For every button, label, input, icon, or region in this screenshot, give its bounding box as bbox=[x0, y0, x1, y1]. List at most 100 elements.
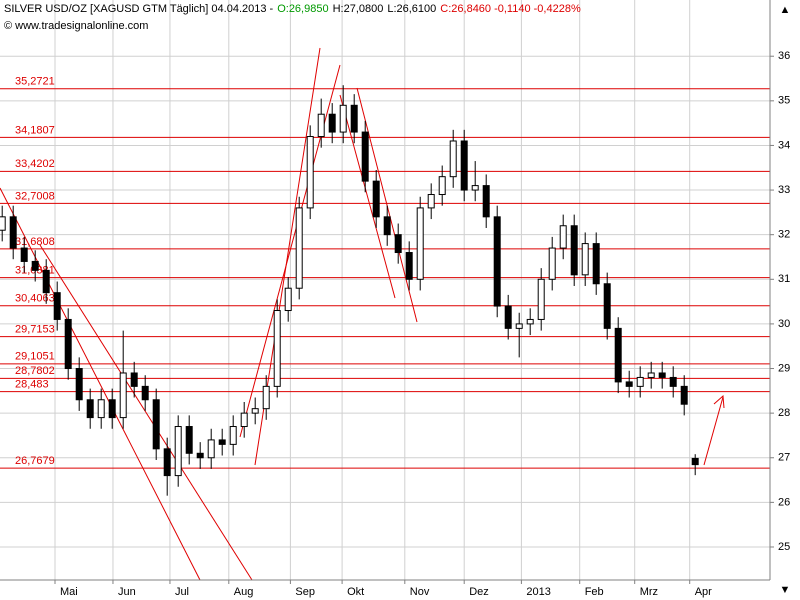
x-tick-label: Jun bbox=[118, 586, 136, 598]
candle-body bbox=[42, 269, 50, 294]
level-label: 30,4063 bbox=[15, 293, 55, 305]
trend-line bbox=[339, 94, 396, 299]
candle-body bbox=[251, 408, 259, 414]
scroll-down[interactable]: ▼ bbox=[780, 584, 791, 596]
level-label: 35,2721 bbox=[15, 76, 55, 88]
candle-body bbox=[669, 376, 677, 387]
candle-body bbox=[317, 113, 325, 138]
candle-body bbox=[9, 216, 17, 249]
candle-body bbox=[449, 140, 457, 178]
watermark: © www.tradesignalonline.com bbox=[4, 20, 148, 32]
candle-body bbox=[207, 439, 215, 459]
level-label: 28,483 bbox=[15, 378, 49, 390]
candle-body bbox=[108, 399, 116, 419]
candle-body bbox=[240, 412, 248, 428]
trend-line bbox=[0, 187, 201, 581]
trend-line bbox=[356, 87, 418, 323]
candles bbox=[0, 85, 699, 496]
y-tick-label: 34 bbox=[778, 139, 790, 151]
y-tick-label: 28 bbox=[778, 407, 790, 419]
candle-body bbox=[97, 399, 105, 419]
candle-body bbox=[636, 376, 644, 387]
candle-body bbox=[262, 385, 270, 410]
y-tick-label: 36 bbox=[778, 50, 790, 62]
x-tick-label: Okt bbox=[347, 586, 364, 598]
y-tick-label: 33 bbox=[778, 184, 790, 196]
candle-body bbox=[64, 318, 72, 370]
x-tick-label: Mrz bbox=[640, 586, 658, 598]
trend-line bbox=[39, 244, 253, 581]
candle-body bbox=[295, 207, 303, 289]
x-tick-label: Sep bbox=[295, 586, 315, 598]
level-label: 31,6808 bbox=[15, 236, 55, 248]
candle-body bbox=[460, 140, 468, 191]
candle-body bbox=[504, 305, 512, 329]
candle-body bbox=[218, 439, 226, 445]
candle-body bbox=[273, 310, 281, 387]
candle-body bbox=[306, 136, 314, 209]
candle-body bbox=[581, 243, 589, 276]
level-label: 26,7679 bbox=[15, 455, 55, 467]
candle-body bbox=[493, 216, 501, 307]
y-tick-label: 31 bbox=[778, 273, 790, 285]
candle-body bbox=[0, 216, 6, 231]
x-tick-label: Nov bbox=[410, 586, 430, 598]
candle-body bbox=[427, 194, 435, 209]
x-tick-label: Mai bbox=[60, 586, 78, 598]
axis-labels: 25 26 27 28 29 30 31 32 33 34 35 36 Mai Jun Jul Aug Sep O… bbox=[54, 50, 790, 598]
candle-body bbox=[75, 368, 83, 401]
x-tick-label: Jul bbox=[175, 586, 189, 598]
candle-body bbox=[350, 104, 358, 133]
header: SILVER USD/OZ [XAGUSD GTM Täglich] 04.04… bbox=[4, 3, 581, 15]
level-label: 28,7802 bbox=[15, 365, 55, 377]
candle-body bbox=[229, 426, 237, 445]
candle-body bbox=[119, 372, 127, 419]
y-tick-label: 26 bbox=[778, 496, 790, 508]
candle-body bbox=[625, 381, 633, 387]
candle-body bbox=[416, 207, 424, 280]
x-tick-label: Aug bbox=[234, 586, 254, 598]
y-tick-label: 29 bbox=[778, 362, 790, 374]
candle-body bbox=[614, 327, 622, 383]
candle-body bbox=[570, 225, 578, 276]
scroll-up[interactable]: ▲ bbox=[780, 4, 791, 16]
header-part: C:26,8460 -0,1140 -0,4228% bbox=[440, 3, 581, 15]
candle-body bbox=[680, 385, 688, 405]
candle-body bbox=[537, 278, 545, 320]
candle-body bbox=[405, 252, 413, 280]
candle-body bbox=[361, 131, 369, 182]
candle-body bbox=[471, 185, 479, 191]
candle-body bbox=[372, 180, 380, 218]
level-label: 32,7008 bbox=[15, 190, 55, 202]
candle-body bbox=[647, 372, 655, 378]
candle-body bbox=[86, 399, 94, 419]
x-tick-label: 2013 bbox=[526, 586, 550, 598]
candle-body bbox=[53, 292, 61, 320]
header-part: SILVER USD/OZ [XAGUSD GTM Täglich] 04.04… bbox=[4, 3, 274, 15]
level-label: 34,1807 bbox=[15, 124, 55, 136]
candle-body bbox=[526, 318, 534, 325]
candle-body bbox=[284, 287, 292, 312]
x-tick-label: Apr bbox=[695, 586, 712, 598]
levels: 35,272134,180733,420232,700831,680831,03… bbox=[0, 76, 770, 469]
trend-arrow bbox=[703, 396, 724, 466]
candle-body bbox=[152, 399, 160, 450]
y-tick-label: 25 bbox=[778, 541, 790, 553]
level-label: 29,7153 bbox=[15, 324, 55, 336]
x-tick-label: Feb bbox=[585, 586, 604, 598]
header-part: L:26,6100 bbox=[387, 3, 436, 15]
level-label: 29,1051 bbox=[15, 351, 55, 363]
candle-body bbox=[196, 452, 204, 459]
candle-body bbox=[548, 247, 556, 280]
candle-body bbox=[603, 283, 611, 329]
candle-body bbox=[691, 457, 699, 466]
header-part: H:27,0800 bbox=[333, 3, 384, 15]
candle-body bbox=[394, 234, 402, 254]
y-tick-label: 35 bbox=[778, 95, 790, 107]
candle-body bbox=[559, 225, 567, 249]
header-part: O:26,9850 bbox=[277, 3, 328, 15]
candle-body bbox=[20, 247, 28, 262]
candle-body bbox=[592, 243, 600, 285]
candle-body bbox=[163, 448, 171, 477]
